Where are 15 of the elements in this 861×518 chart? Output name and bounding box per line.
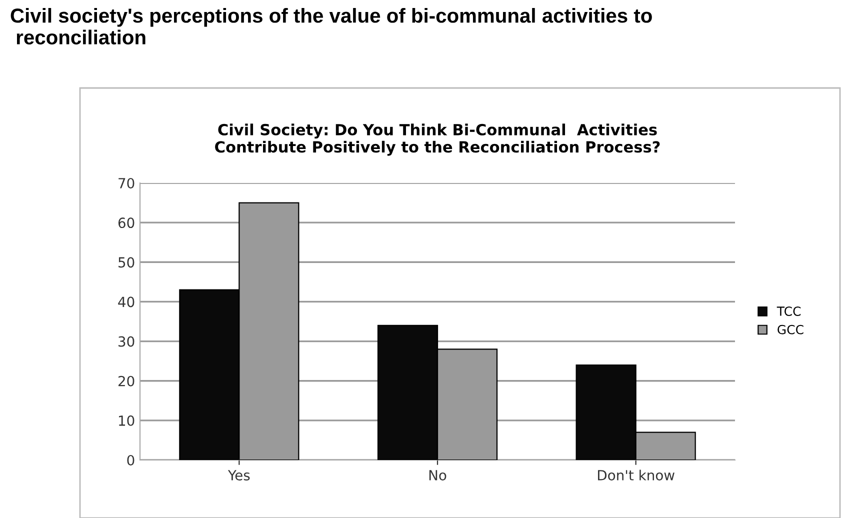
y-tick-label: 10 — [118, 415, 134, 426]
legend-label: TCC — [776, 306, 801, 316]
y-tick-label: 40 — [118, 296, 134, 308]
y-tick-label: 60 — [118, 218, 134, 228]
text: Civil society's perceptions of the value of bi-communal activities to reconciliation — [10, 8, 652, 44]
x-tick-label: Yes — [228, 470, 250, 480]
legend-label: GCC — [778, 324, 804, 334]
y-tick-label: 0 — [127, 454, 134, 466]
x-tick-label: No — [429, 470, 446, 480]
y-tick-label: 70 — [118, 178, 134, 188]
y-tick-label: 20 — [118, 376, 134, 386]
y-tick-label: 50 — [118, 257, 134, 268]
x-tick-label: Don't know — [598, 470, 674, 480]
chart-title: Civil Society: Do You Think Bi-Communal Activities Contribute Positively to the Reconciliation Process? — [215, 124, 660, 156]
y-tick-label: 30 — [118, 336, 134, 347]
